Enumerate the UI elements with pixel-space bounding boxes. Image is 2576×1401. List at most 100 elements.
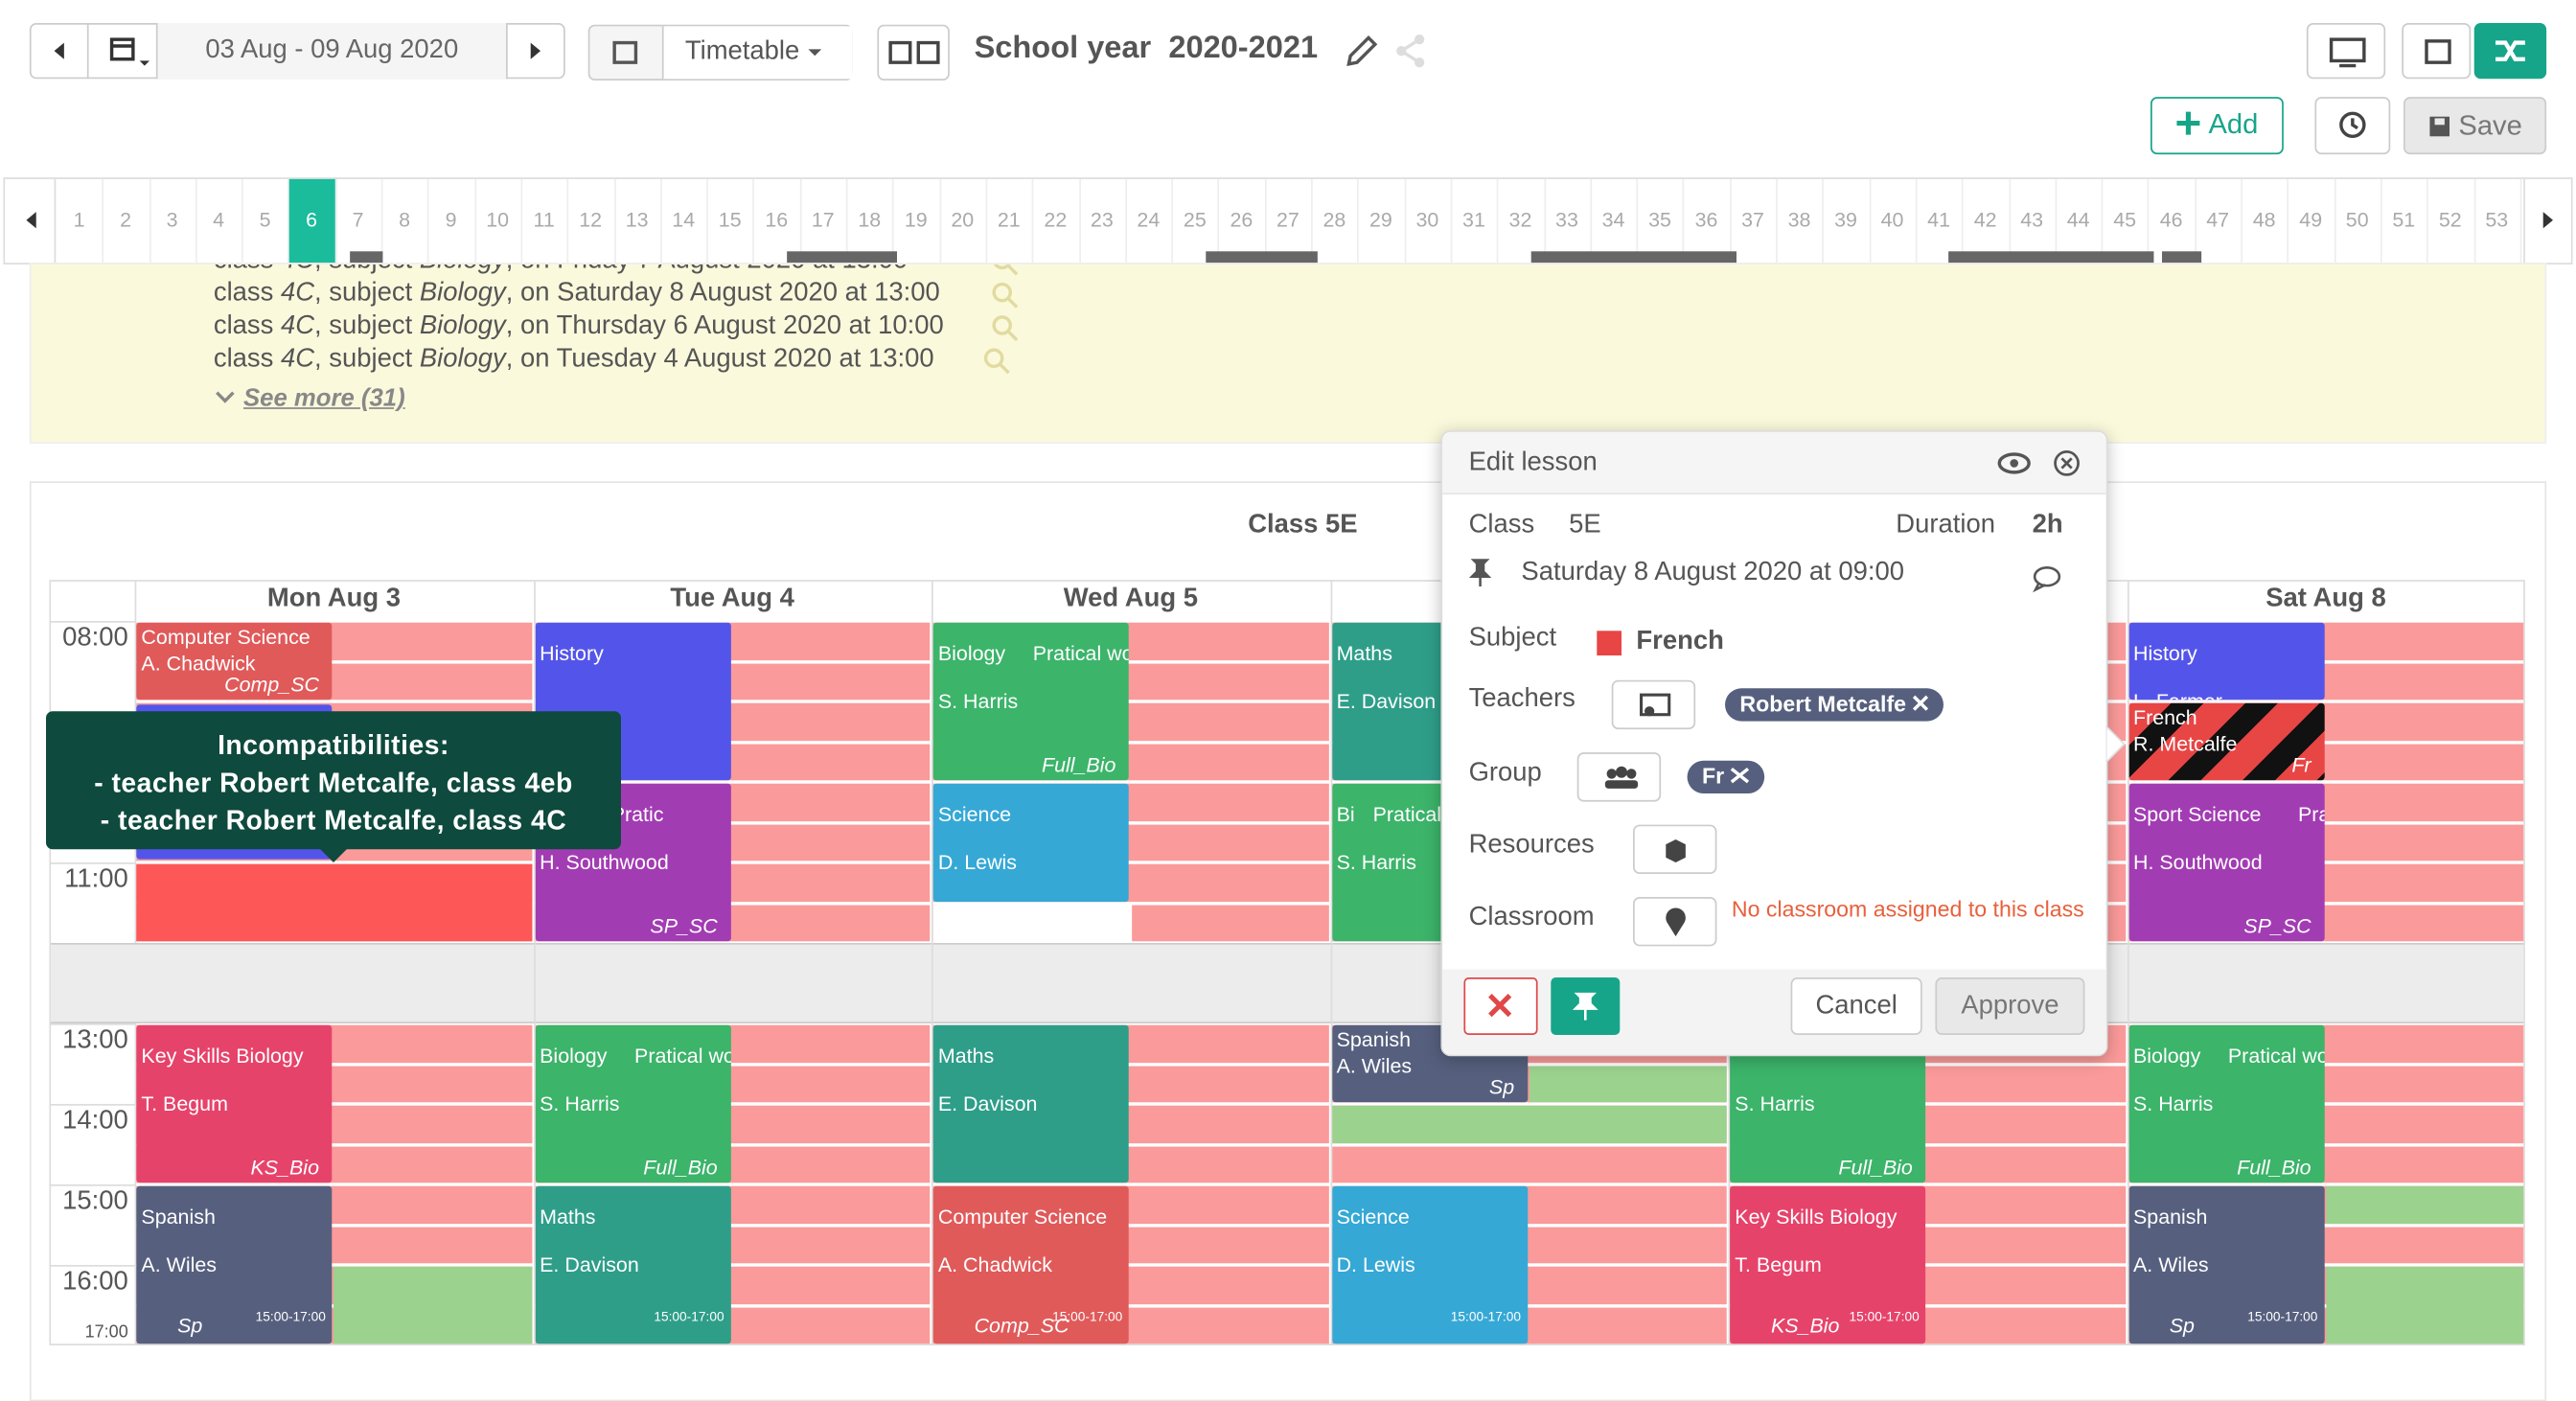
week-number[interactable]: 30 [1404,178,1453,264]
lesson[interactable]: Maths E. Davison 15:00-17:00 [535,1185,731,1344]
next-button[interactable] [506,23,565,80]
view-select[interactable]: Timetable [587,24,853,81]
teachers-button[interactable] [1611,679,1696,730]
close-icon[interactable] [2050,447,2082,479]
lesson[interactable]: Key Skills BiologyLT. BegumKS_Bio15:00-1… [1730,1185,1926,1344]
week-number[interactable]: 22 [1032,178,1081,264]
shuffle-button[interactable] [2473,23,2547,80]
week-number[interactable]: 16 [753,178,802,264]
week-number[interactable]: 34 [1590,178,1639,264]
week-number[interactable]: 27 [1265,178,1313,264]
week-number[interactable]: 7 [334,178,383,264]
lesson[interactable]: Spanish A. Wiles Sp 15:00-17:00 [2128,1185,2325,1344]
week-number[interactable]: 43 [2009,178,2058,264]
see-more[interactable]: See more (31) [214,384,405,412]
week-next[interactable] [2523,178,2571,264]
pin-button[interactable] [1551,977,1621,1036]
search-icon[interactable] [982,347,1012,377]
week-number[interactable]: 37 [1730,178,1779,264]
calendar-button[interactable] [89,23,158,80]
group-chip[interactable]: Fr [1687,760,1765,794]
resources-button[interactable] [1633,824,1717,875]
lesson[interactable]: Science D. Lewis 15:00-17:00 [1331,1185,1528,1344]
week-number[interactable]: 51 [2380,178,2429,264]
prev-button[interactable] [30,23,89,80]
week-number[interactable]: 35 [1637,178,1685,264]
lesson[interactable]: Computer Science A. Chadwick Comp_SC [136,622,333,700]
week-number[interactable]: 32 [1497,178,1546,264]
week-number[interactable]: 40 [1869,178,1918,264]
week-number[interactable]: 14 [660,178,709,264]
week-number[interactable]: 19 [893,178,941,264]
add-button[interactable]: Add [2150,97,2284,155]
week-number[interactable]: 3 [149,178,197,264]
classroom-button[interactable] [1633,897,1717,947]
history-button[interactable] [2314,97,2391,155]
lesson[interactable]: History L. Farmer [2128,622,2325,700]
lesson[interactable]: Spanish A. Wiles Sp 15:00-17:00 [136,1185,333,1344]
week-number[interactable]: 8 [381,178,430,264]
teacher-chip[interactable]: Robert Metcalfe [1725,688,1944,722]
cancel-button[interactable]: Cancel [1790,977,1922,1036]
week-number[interactable]: 50 [2334,178,2382,264]
week-number[interactable]: 53 [2473,178,2522,264]
week-number[interactable]: 11 [520,178,569,264]
calendar-view-button[interactable] [2402,23,2472,80]
week-number[interactable]: 46 [2148,178,2196,264]
week-number[interactable]: 17 [800,178,848,264]
week-number[interactable]: 52 [2427,178,2475,264]
week-number[interactable]: 4 [196,178,244,264]
eye-icon[interactable] [1996,448,2033,478]
week-number[interactable]: 33 [1544,178,1592,264]
approve-button[interactable]: Approve [1935,977,2085,1036]
week-number[interactable]: 18 [846,178,895,264]
week-number[interactable]: 48 [2241,178,2289,264]
lesson[interactable]: Biology Pratical worl S. Harris Full_Bio [535,1024,731,1183]
lesson[interactable]: Biology Pratical worl S. Harris Full_Bio [932,622,1130,781]
lesson[interactable]: Biology Pratical worl S. Harris Full_Bio [2128,1024,2325,1183]
week-number[interactable]: 39 [1823,178,1872,264]
week-number[interactable]: 13 [613,178,662,264]
delete-button[interactable] [1463,977,1538,1036]
week-number[interactable]: 47 [2195,178,2243,264]
week-number[interactable]: 42 [1962,178,2011,264]
edit-icon[interactable] [1344,33,1380,69]
week-number[interactable]: 38 [1776,178,1825,264]
week-number[interactable]: 41 [1916,178,1965,264]
week-number[interactable]: 36 [1683,178,1732,264]
group-button[interactable] [1576,752,1662,802]
week-number[interactable]: 6 [288,178,337,264]
search-icon[interactable] [991,313,1021,343]
week-number[interactable]: 12 [567,178,616,264]
display-button[interactable] [2306,23,2386,80]
week-number[interactable]: 29 [1358,178,1406,264]
week-number[interactable]: 21 [986,178,1034,264]
save-button[interactable]: Save [2404,97,2547,155]
search-icon[interactable] [991,281,1021,310]
week-number[interactable]: 23 [1079,178,1127,264]
week-view-button[interactable] [877,24,950,81]
lesson[interactable]: French R. Metcalfe Fr [2128,702,2325,781]
week-number[interactable]: 31 [1451,178,1499,264]
week-number[interactable]: 44 [2055,178,2104,264]
week-number[interactable]: 9 [427,178,476,264]
week-number[interactable]: 28 [1311,178,1360,264]
comment-icon[interactable] [2031,563,2063,593]
week-prev[interactable] [5,178,57,264]
share-icon[interactable] [1393,33,1430,69]
week-number[interactable]: 20 [939,178,988,264]
week-number[interactable]: 15 [706,178,755,264]
lesson[interactable]: Maths E. Davison [932,1024,1130,1183]
lesson[interactable]: Sport Science Pratic H. Southwood SP_SC [2128,783,2325,942]
week-number[interactable]: 25 [1172,178,1220,264]
week-number[interactable]: 1 [56,178,104,264]
search-icon[interactable] [991,264,1021,278]
week-number[interactable]: 45 [2102,178,2150,264]
lesson[interactable]: Computer Science A. Chadwick Comp_SC 15:00-… [932,1185,1130,1344]
week-number[interactable]: 10 [474,178,523,264]
week-number[interactable]: 2 [103,178,151,264]
week-number[interactable]: 26 [1218,178,1267,264]
week-number[interactable]: 49 [2288,178,2336,264]
lesson[interactable]: Science D. Lewis [932,783,1130,902]
